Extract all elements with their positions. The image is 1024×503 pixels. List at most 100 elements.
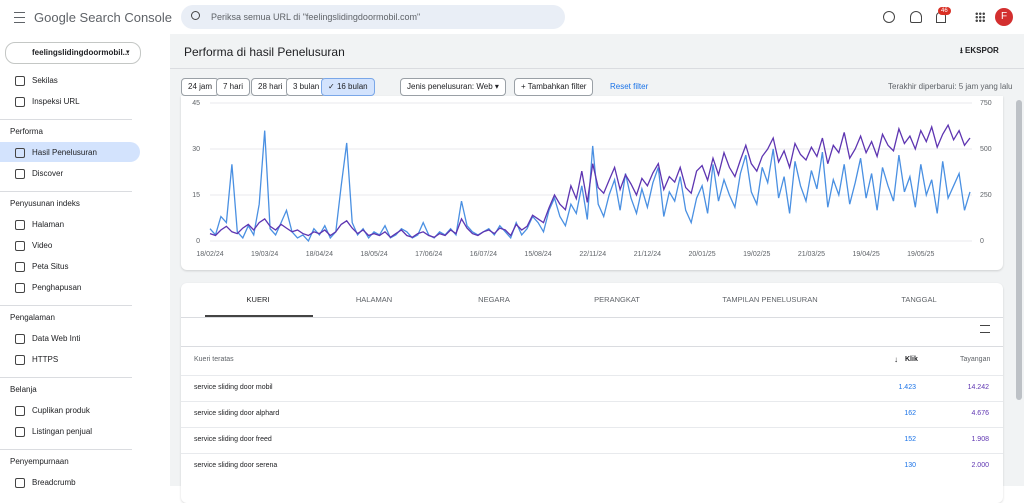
nav-icon [15,355,25,365]
nav-icon [15,262,25,272]
date-range-button[interactable]: 3 bulan [286,78,327,96]
export-button[interactable]: ⭳ EKSPOR [960,46,999,55]
nav-item[interactable]: Cuplikan produk [32,406,90,415]
tab-indicator [205,315,313,317]
x-tick-label: 17/06/24 [415,251,442,258]
x-tick-label: 16/07/24 [470,251,497,258]
tab[interactable]: HALAMAN [355,295,393,304]
date-range-label: 16 bulan [336,82,368,91]
x-tick-label: 18/05/24 [360,251,387,258]
nav-item[interactable]: Halaman [32,220,65,229]
users-icon[interactable] [910,11,922,23]
nav-item[interactable]: Inspeksi URL [32,97,80,106]
query-cell[interactable]: service sliding door mobil [194,384,273,391]
nav-icon [15,241,25,251]
row-divider [181,401,1003,402]
tab[interactable]: NEGARA [478,295,510,304]
x-tick-label: 19/03/24 [251,251,278,258]
scrollbar[interactable] [1016,100,1022,400]
filter-button[interactable]: + Tambahkan filter [514,78,594,96]
property-selector[interactable]: feelingslidingdoormobil... ▾ [5,42,141,64]
tab[interactable]: PERANGKAT [594,295,640,304]
y2-tick-label: 500 [980,146,992,153]
tab[interactable]: TAMPILAN PENELUSURAN [722,295,818,304]
sort-arrow: ↓ [894,355,898,364]
divider [181,317,1003,318]
nav-icon [15,220,25,230]
query-cell[interactable]: service sliding door freed [194,436,272,443]
x-tick-label: 19/02/25 [743,251,770,258]
impressions-cell: 14.242 [967,384,989,391]
series-line [209,123,971,239]
x-tick-label: 15/08/24 [524,251,551,258]
nav-icon [15,76,25,86]
y2-tick-label: 250 [980,192,992,199]
y-tick-label: 0 [196,238,200,245]
table-card [181,283,1003,503]
clicks-cell: 162 [904,410,916,417]
nav-item[interactable]: Peta Situs [32,262,69,271]
export-label: EKSPOR [965,46,999,55]
apps-icon[interactable] [975,12,985,22]
tab[interactable]: KUERI [246,295,270,304]
impressions-cell: 4.676 [971,410,989,417]
section-divider [0,449,132,450]
query-cell[interactable]: service sliding door alphard [194,410,280,417]
nav-item[interactable]: Breadcrumb [32,478,76,487]
date-range-button[interactable]: 7 hari [216,78,251,96]
y-tick-label: 45 [192,100,200,107]
x-tick-label: 18/02/24 [196,251,223,258]
nav-item[interactable]: Listingan penjual [32,427,93,436]
nav-item[interactable]: Discover [32,169,64,178]
x-tick-label: 19/04/25 [852,251,879,258]
y2-tick-label: 750 [980,100,992,107]
column-header: Kueri teratas [194,356,234,363]
reset-filter[interactable]: Reset filter [610,82,649,91]
y-tick-label: 30 [192,146,200,153]
nav-icon [15,97,25,107]
divider [181,346,1003,347]
section-divider [0,305,132,306]
filter-label: Jenis penelusuran: Web [407,82,493,91]
nav-item[interactable]: Data Web Inti [32,334,81,343]
impressions-cell: 2.000 [971,462,989,469]
search-placeholder: Periksa semua URL di "feelingslidingdoor… [211,12,421,22]
tab[interactable]: TANGGAL [901,295,937,304]
column-header[interactable]: Klik [905,356,918,363]
last-updated: Terakhir diperbarui: 5 jam yang lalu [888,82,1013,91]
divider [170,68,1024,69]
nav-icon [15,406,25,416]
nav-item[interactable]: Sekilas [32,76,58,85]
nav-item[interactable]: Video [32,241,53,250]
avatar[interactable]: F [995,8,1013,26]
search-icon [191,11,200,20]
logo[interactable]: Google Search Console [34,10,173,25]
section-divider [0,377,132,378]
x-tick-label: 19/05/25 [907,251,934,258]
section-divider [0,119,132,120]
date-range-button[interactable]: 24 jam [181,78,220,96]
nav-icon [15,169,25,179]
menu-icon[interactable] [14,12,25,23]
search-box[interactable]: Periksa semua URL di "feelingslidingdoor… [181,5,565,29]
date-range-label: 7 hari [223,82,244,91]
chart: 0 15 30 45 0 250 500 750 18/02/24 19/03/24 18/04/2… [192,100,992,258]
filter-button[interactable]: Jenis penelusuran: Web ▾ [400,78,506,96]
column-header[interactable]: Tayangan [960,356,991,363]
date-range-button[interactable]: 28 hari [251,78,290,96]
nav-icon [15,427,25,437]
query-cell[interactable]: service sliding door serena [194,462,278,469]
date-range-label: 24 jam [188,82,213,91]
nav-item[interactable]: HTTPS [32,355,59,364]
main: Performa di hasil Penelusuran ⭳ EKSPOR [170,34,1024,503]
nav-icon [15,478,25,488]
help-icon[interactable] [883,11,895,23]
date-range-button[interactable]: ✓ 16 bulan [321,78,375,96]
nav-item[interactable]: Hasil Penelusuran [32,148,97,157]
page: Google Search Console Periksa semua URL … [0,5,1024,503]
nav-item[interactable]: Penghapusan [32,283,82,292]
filter-rows-icon[interactable] [980,325,990,333]
sidebar: feelingslidingdoormobil... ▾ Sekilas Insp… [0,34,170,488]
date-range-label: 3 bulan [293,82,320,91]
property-name: feelingslidingdoormobil... [32,48,130,57]
